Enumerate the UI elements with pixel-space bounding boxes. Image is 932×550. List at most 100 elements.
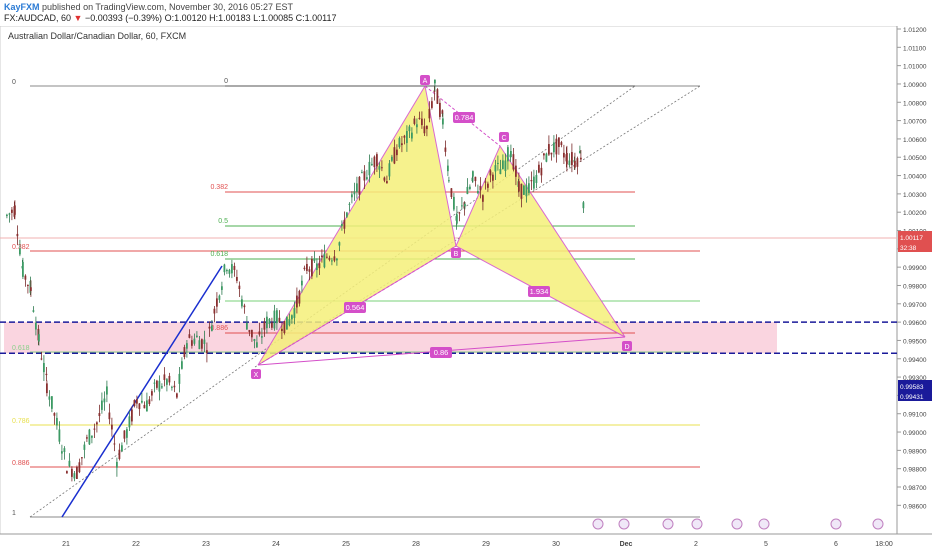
candle-body [43, 363, 45, 373]
ratio-badge [344, 302, 366, 313]
candle-body [223, 264, 226, 273]
point-label-x: X [254, 372, 259, 379]
candle-body [131, 409, 133, 422]
candle-body [216, 298, 218, 307]
zone-bottom-price: 0.99431 [900, 394, 924, 401]
candle-body [434, 79, 436, 84]
candle-body [266, 316, 268, 329]
y-tick-label: 0.99300 [903, 375, 927, 382]
candle-body [543, 153, 545, 156]
x-tick-label: 30 [552, 541, 560, 548]
candle-body [168, 375, 171, 383]
candle-body [538, 164, 540, 173]
change-arrow-icon: ▼ [73, 13, 83, 23]
symbol-label: FX:AUDCAD, 60 [4, 13, 72, 23]
point-label-a: A [423, 78, 428, 85]
event-icon [691, 518, 703, 530]
candle-body [206, 350, 208, 354]
candle-body [558, 137, 560, 147]
author-link[interactable]: KayFXM [4, 2, 40, 12]
ratio-label: 1.934 [530, 287, 549, 296]
candle-body [11, 209, 13, 213]
candle-body [386, 181, 388, 184]
point-label-b: B [454, 251, 459, 258]
candle-body [333, 256, 336, 261]
candle-body [318, 263, 321, 269]
candle-body [471, 177, 474, 182]
candle-body [393, 147, 396, 164]
candle-body [518, 181, 520, 192]
candle-body [371, 163, 373, 166]
candle-body [61, 451, 63, 454]
candle-body [381, 167, 383, 169]
candle-body [253, 339, 256, 342]
fib-left-label: 0.886 [12, 460, 30, 467]
candle-body [173, 385, 176, 388]
candle-body [236, 276, 238, 281]
candle-body [528, 183, 530, 193]
candle-body [316, 263, 318, 270]
candle-body [228, 269, 231, 274]
fib-right-label: 0.618 [210, 251, 228, 258]
candle-body [525, 185, 528, 197]
candle-body [408, 126, 411, 132]
ratio-badge [453, 112, 475, 123]
candle-body [188, 334, 191, 338]
y-tick-label: 0.98700 [903, 485, 927, 492]
candle-body [533, 176, 535, 189]
candle-body [86, 437, 88, 439]
ratio-badge [430, 347, 452, 358]
candle-body [341, 224, 343, 227]
countdown-badge [898, 241, 932, 252]
candle-body [441, 110, 444, 114]
candle-body [111, 424, 113, 430]
candle-body [576, 158, 579, 167]
candle-body [276, 310, 278, 324]
candle-body [421, 118, 423, 126]
candle-body [56, 417, 58, 426]
candle-body [482, 195, 484, 202]
candle-body [146, 400, 148, 412]
candle-body [51, 396, 53, 409]
candle-body [366, 177, 368, 180]
candle-body [331, 260, 333, 262]
candle-body [343, 219, 346, 229]
candle-body [248, 329, 251, 333]
candle-body [263, 321, 266, 330]
ohlc-values: O:1.00120 H:1.00183 L:1.00085 C:1.00117 [164, 13, 337, 23]
candle-body [231, 264, 233, 274]
candle-body [398, 138, 401, 148]
candle-body [19, 248, 21, 255]
candle-body [163, 374, 166, 380]
x-tick-label: 2 [694, 541, 698, 548]
symbol-line: FX:AUDCAD, 60 ▼ −0.00393 (−0.39%) O:1.00… [4, 13, 337, 23]
candle-body [313, 258, 316, 262]
candle-body [553, 142, 555, 153]
candle-body [453, 196, 455, 210]
candle-body [183, 347, 186, 358]
candle-body [560, 142, 563, 146]
candle-body [413, 118, 416, 124]
candle-body [98, 413, 101, 417]
candle-body [78, 462, 81, 473]
y-tick-label: 0.98800 [903, 467, 927, 474]
x-tick-label: 21 [62, 541, 70, 548]
publish-line: KayFXM published on TradingView.com, Nov… [4, 2, 293, 12]
candle-body [308, 269, 311, 272]
candle-body [88, 429, 91, 445]
candle-body [401, 143, 403, 146]
candle-body [8, 213, 11, 215]
plot-area [0, 26, 898, 535]
candle-body [46, 383, 48, 394]
price-chart[interactable]: 1.01200 1.01100 1.01000 1.00900 1.00800 1.007… [0, 26, 932, 550]
candle-body [241, 299, 243, 307]
candle-body [76, 467, 78, 480]
candle-body [301, 280, 303, 286]
candle-body [433, 90, 436, 92]
candle-body [211, 325, 213, 331]
candle-body [568, 160, 571, 166]
candle-body [472, 171, 474, 177]
y-tick-label: 0.99000 [903, 430, 927, 437]
candle-body [176, 393, 178, 398]
candle-body [530, 179, 533, 182]
